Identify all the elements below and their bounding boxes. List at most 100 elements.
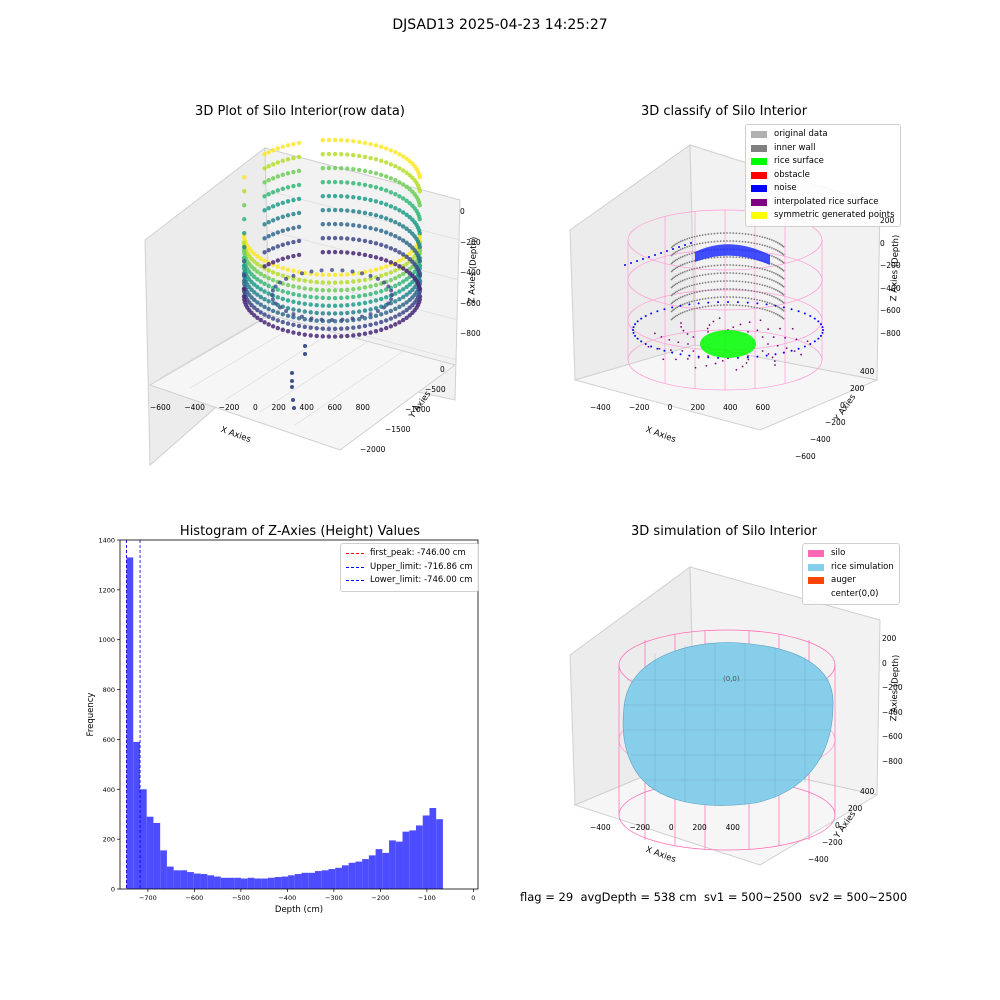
plot2-ztick: −600 xyxy=(880,306,901,315)
plot1-point xyxy=(266,322,271,327)
plot2-point xyxy=(710,304,713,307)
plot1-point xyxy=(275,146,281,151)
plot2-point xyxy=(679,353,682,356)
plot1-point xyxy=(326,311,332,316)
legend-line xyxy=(346,566,364,568)
plot1-point xyxy=(275,160,281,165)
plot2-point xyxy=(761,244,764,246)
plot1-point xyxy=(338,326,344,331)
plot1-point xyxy=(280,200,285,206)
plot2-point xyxy=(729,256,731,258)
plot1-point xyxy=(332,280,338,285)
plot1-point xyxy=(291,299,296,304)
plot2-point xyxy=(766,237,769,240)
plot2-point xyxy=(713,240,716,243)
plot1-point xyxy=(400,196,406,201)
plot1-point xyxy=(379,296,384,302)
plot1-point xyxy=(400,287,406,292)
plot2-ytick: −600 xyxy=(795,452,816,461)
plot4-yticks: 400 200 0 −200 −400 xyxy=(808,783,874,868)
plot2-point xyxy=(780,259,782,262)
plot2-point xyxy=(676,242,679,245)
plot2-point xyxy=(688,301,691,304)
plot2-point xyxy=(701,298,704,300)
plot1-point xyxy=(266,262,271,267)
plot1-point xyxy=(356,286,362,291)
plot2-point xyxy=(704,305,707,308)
plot1-point xyxy=(270,148,276,153)
plot2-point xyxy=(774,304,777,307)
plot1-point xyxy=(285,227,291,232)
plot2-point xyxy=(732,256,735,258)
histogram-xtick-label: −100 xyxy=(418,894,436,902)
plot1-point xyxy=(373,157,379,162)
plot2-point xyxy=(775,272,777,275)
plot1-point xyxy=(262,250,267,255)
plot2-point xyxy=(797,310,800,313)
plot1-3d-axes xyxy=(144,137,461,467)
plot2-point xyxy=(722,240,725,242)
plot1-point xyxy=(360,271,364,276)
plot1-point xyxy=(291,253,296,259)
plot2-ztick: 0 xyxy=(880,238,885,248)
plot1-point xyxy=(379,256,384,262)
plot2-point xyxy=(693,267,696,270)
plot2-point xyxy=(670,270,673,273)
plot1-point xyxy=(383,160,389,165)
plot1-point xyxy=(383,216,389,221)
histogram-bar xyxy=(254,878,262,889)
histogram-bar xyxy=(173,870,181,889)
plot1-ytick: −500 xyxy=(425,385,446,394)
plot1-point xyxy=(291,273,296,278)
plot2-point xyxy=(753,266,756,269)
plot1-point xyxy=(258,294,264,300)
plot2-point xyxy=(741,240,744,243)
plot1-point xyxy=(296,224,302,230)
plot2-point xyxy=(735,272,738,275)
plot4-ztick: −600 xyxy=(882,732,903,741)
plot1-point xyxy=(291,276,296,281)
plot2-point xyxy=(696,235,698,238)
plot1-point xyxy=(338,334,344,339)
status-summary: flag = 29 avgDepth = 538 cm sv1 = 500~25… xyxy=(520,890,908,904)
plot1-point xyxy=(314,326,319,331)
plot2-point xyxy=(738,280,741,283)
plot2-point xyxy=(809,315,812,317)
plot1-point xyxy=(300,271,304,276)
plot1-point xyxy=(400,271,406,277)
plot2-point xyxy=(765,303,768,306)
histogram-bar xyxy=(409,830,416,889)
plot1-point xyxy=(368,322,373,328)
legend-swatch xyxy=(751,171,767,179)
plot1-point xyxy=(386,284,391,289)
plot2-point xyxy=(687,343,689,345)
plot2-point xyxy=(732,264,735,266)
plot1-point xyxy=(242,217,247,222)
plot2-point xyxy=(750,233,753,236)
plot2-point xyxy=(744,233,747,235)
legend-item: symmetric generated points xyxy=(751,209,895,223)
plot1-point xyxy=(266,283,271,289)
plot2-point xyxy=(716,280,719,283)
plot1-point xyxy=(379,265,384,271)
plot1-point xyxy=(314,302,319,308)
plot2-point xyxy=(780,299,782,302)
plot2-point xyxy=(732,280,735,282)
plot2-point xyxy=(781,276,784,279)
plot1-point xyxy=(296,210,302,216)
plot1-point xyxy=(351,180,356,186)
plot2-point xyxy=(688,269,691,272)
plot2-point xyxy=(674,275,677,278)
plot2-point xyxy=(683,262,686,265)
plot2-point xyxy=(767,343,769,345)
plot2-point xyxy=(654,254,656,256)
plot2-point xyxy=(726,256,728,258)
plot2-point xyxy=(688,303,691,306)
plot2-point xyxy=(710,280,713,283)
histogram-ytick-label: 0 xyxy=(111,886,115,894)
plot1-point xyxy=(280,144,285,150)
plot1-point xyxy=(356,181,362,187)
plot2-point xyxy=(803,345,806,348)
plot1-xtick: 600 xyxy=(327,403,342,412)
plot1-point xyxy=(393,206,398,211)
